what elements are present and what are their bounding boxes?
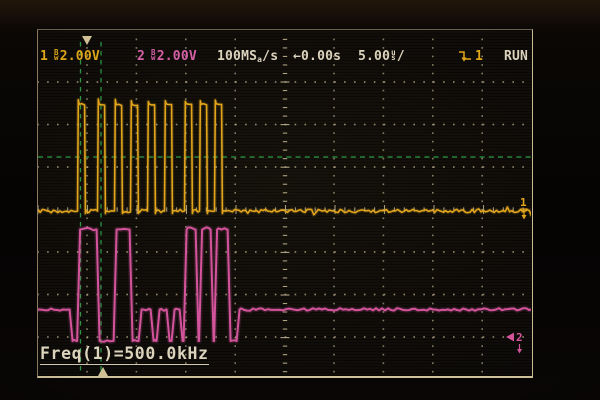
ch1-number: 1 bbox=[40, 48, 49, 64]
trigger-source: 1 bbox=[475, 48, 484, 64]
svg-text:2: 2 bbox=[516, 331, 523, 344]
time-ref-arrow-icon: ← bbox=[293, 48, 302, 64]
ch2-scale-value: 2.00V bbox=[156, 48, 197, 64]
ch1-ground-marker: 1 bbox=[520, 196, 528, 220]
screen-content bbox=[38, 38, 531, 374]
ch2-status: 2 B w 2.00V bbox=[137, 48, 197, 64]
run-state: RUN bbox=[504, 48, 529, 64]
ch1-bwlimit-icon: B w bbox=[54, 47, 59, 62]
timebase-readout: 5.00 u s / bbox=[358, 47, 405, 64]
ch2-number: 2 bbox=[137, 48, 146, 64]
ch1-status: 1 B w 2.00V bbox=[40, 48, 100, 64]
ch2-bwlimit-icon: B w bbox=[151, 47, 156, 62]
graticule bbox=[38, 38, 524, 373]
microseconds-unit: u s bbox=[391, 47, 396, 62]
ch2-ground-marker: 2 bbox=[506, 331, 523, 354]
trigger-status: 1 bbox=[458, 48, 483, 64]
sample-rate-sub: a bbox=[257, 54, 263, 64]
delay-readout: ← 0.00s bbox=[293, 48, 342, 64]
frequency-readout: Freq(1)=500.0kHz bbox=[40, 344, 209, 365]
falling-edge-trigger-icon bbox=[459, 51, 471, 62]
svg-text:1: 1 bbox=[520, 196, 527, 209]
sample-rate-readout: 100MS a /s bbox=[217, 48, 279, 64]
trigger-position-marker-icon bbox=[82, 36, 92, 45]
bottom-position-marker-icon bbox=[98, 367, 108, 376]
ch1-scale-value: 2.00V bbox=[59, 48, 100, 64]
